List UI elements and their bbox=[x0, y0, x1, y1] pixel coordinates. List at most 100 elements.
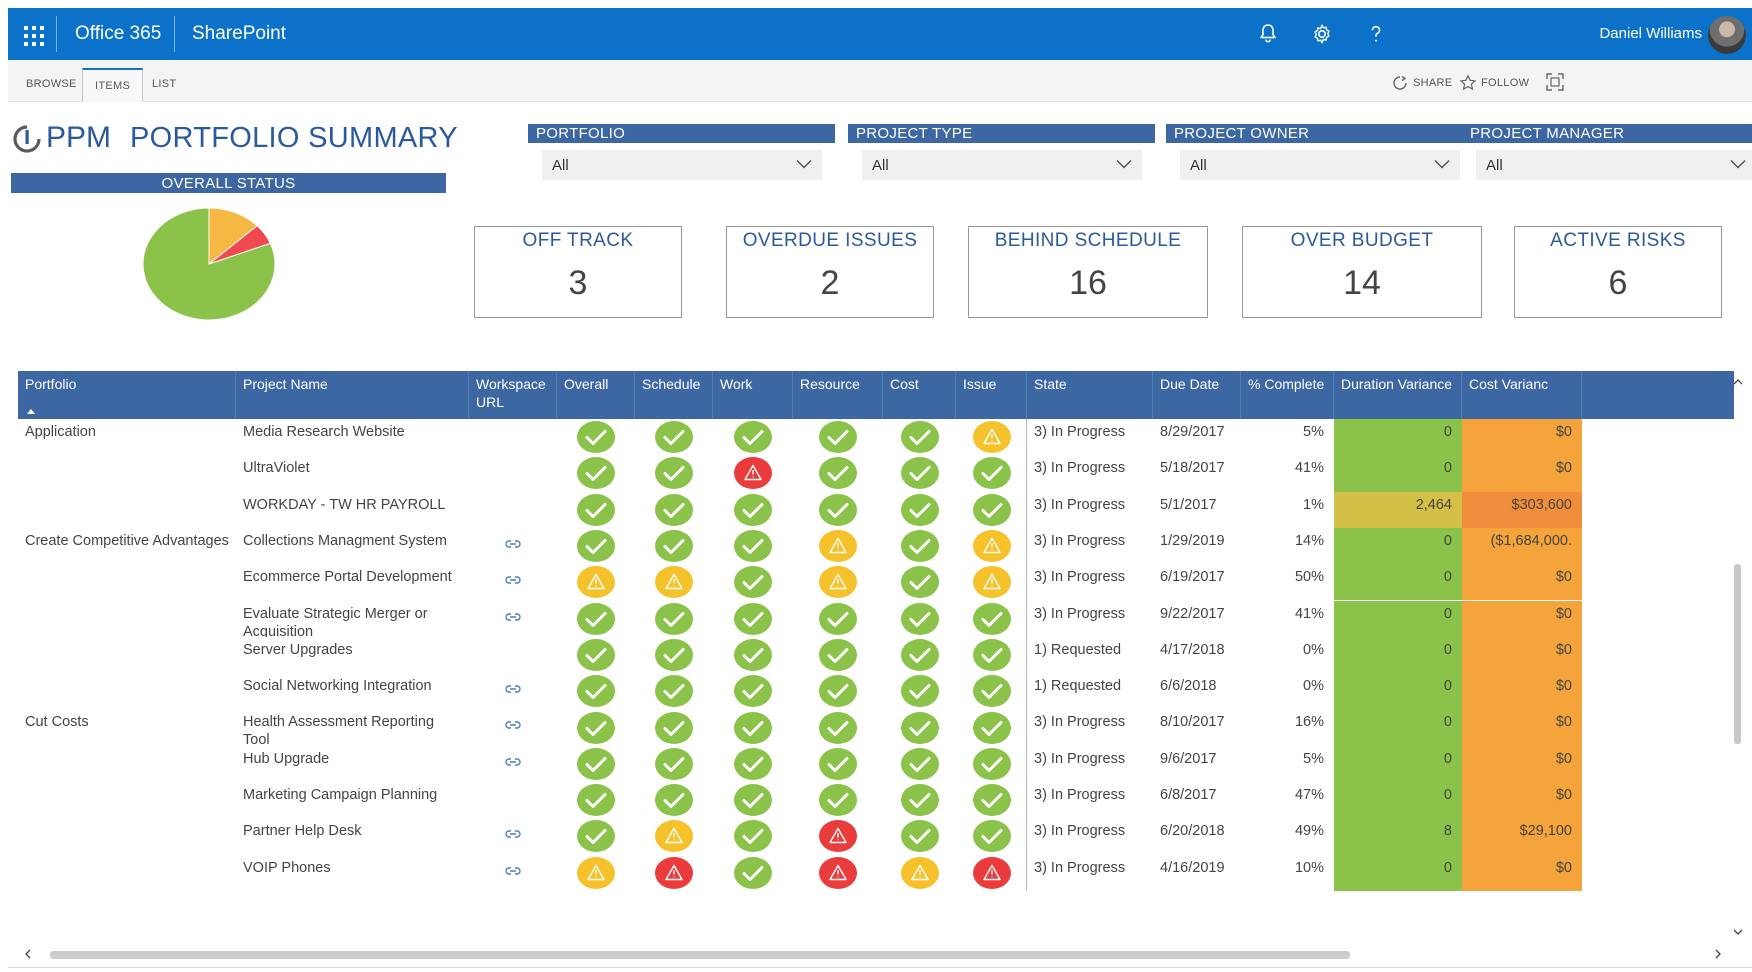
portfolio-dropdown[interactable]: All bbox=[542, 150, 822, 180]
table-row[interactable]: Marketing Campaign Planning 3) In Progres… bbox=[18, 782, 1734, 819]
check-icon bbox=[819, 602, 857, 635]
cost-variance-cell: $0 bbox=[1462, 782, 1582, 819]
due-date-cell: 6/6/2018 bbox=[1160, 678, 1217, 695]
column-header-issue[interactable]: Issue bbox=[956, 371, 1027, 419]
due-date-cell: 9/6/2017 bbox=[1160, 750, 1217, 767]
chevron-down-icon bbox=[1116, 159, 1132, 169]
project-name-cell[interactable]: WORKDAY - TW HR PAYROLL bbox=[243, 496, 446, 513]
vertical-scrollbar[interactable] bbox=[1730, 378, 1746, 938]
table-row[interactable]: UltraViolet 3) In Progress 5/18/2017 41% 0 $0 bbox=[18, 455, 1734, 492]
project-type-dropdown[interactable]: All bbox=[862, 150, 1142, 180]
project-name-cell[interactable]: Evaluate Strategic Merger or Acquisition bbox=[243, 605, 428, 637]
office365-link[interactable]: Office 365 bbox=[75, 23, 162, 44]
sharepoint-link[interactable]: SharePoint bbox=[192, 23, 287, 44]
table-row[interactable]: Hub Upgrade 3) In Progress 9/6/2017 5% 0 $0 bbox=[18, 745, 1734, 782]
project-name-cell[interactable]: Hub Upgrade bbox=[243, 750, 330, 767]
share-icon[interactable] bbox=[1392, 75, 1408, 91]
check-icon bbox=[734, 530, 772, 563]
link-icon[interactable] bbox=[504, 574, 522, 586]
gear-icon[interactable] bbox=[1310, 22, 1334, 46]
table-row[interactable]: Server Upgrades 1) Requested 4/17/2018 0% 0 $… bbox=[18, 636, 1734, 674]
share-button[interactable]: SHARE bbox=[1413, 77, 1453, 89]
link-icon[interactable] bbox=[504, 538, 522, 550]
scroll-left-icon[interactable] bbox=[24, 949, 32, 959]
kpi-label: OVERDUE ISSUES bbox=[742, 230, 918, 251]
table-row[interactable]: VOIP Phones 3) In Progress 4/16/2019 10% 0 $0 bbox=[18, 854, 1734, 891]
kpi-behind-schedule[interactable]: BEHIND SCHEDULE 16 bbox=[968, 226, 1208, 318]
bell-icon[interactable] bbox=[1256, 22, 1280, 46]
column-header-state[interactable]: State bbox=[1027, 371, 1153, 419]
column-header-resource[interactable]: Resource bbox=[793, 371, 883, 419]
app-launcher-icon[interactable] bbox=[8, 8, 56, 60]
project-name-cell[interactable]: Health Assessment Reporting Tool bbox=[243, 714, 435, 746]
resource-status-cell bbox=[793, 746, 883, 782]
table-row[interactable]: Evaluate Strategic Merger or Acquisition… bbox=[18, 600, 1734, 637]
due-date-cell: 1/29/2019 bbox=[1160, 532, 1225, 549]
issue-status-cell bbox=[956, 564, 1027, 600]
focus-mode-icon[interactable] bbox=[1546, 73, 1564, 91]
project-name-cell[interactable]: Server Upgrades bbox=[243, 641, 353, 658]
work-status-cell bbox=[713, 637, 793, 673]
link-icon[interactable] bbox=[504, 756, 522, 768]
column-header-portfolio[interactable]: Portfolio bbox=[18, 371, 236, 419]
scroll-down-icon[interactable] bbox=[1733, 928, 1743, 936]
check-icon bbox=[900, 530, 939, 563]
column-header-cost-variance[interactable]: Cost Varianc bbox=[1462, 371, 1582, 419]
avatar[interactable] bbox=[1708, 16, 1746, 54]
check-icon bbox=[734, 638, 772, 671]
workspace-url-cell bbox=[469, 673, 557, 709]
tab-browse[interactable]: BROWSE bbox=[26, 78, 77, 90]
column-header-overall[interactable]: Overall bbox=[557, 371, 635, 419]
kpi-overdue-issues[interactable]: OVERDUE ISSUES 2 bbox=[726, 226, 934, 318]
link-icon[interactable] bbox=[504, 719, 522, 731]
scroll-right-icon[interactable] bbox=[1714, 949, 1722, 959]
scrollbar-thumb[interactable] bbox=[1734, 564, 1741, 744]
sort-ascending-icon[interactable] bbox=[27, 409, 35, 414]
link-icon[interactable] bbox=[504, 683, 522, 695]
project-name-cell[interactable]: Partner Help Desk bbox=[243, 823, 362, 840]
project-owner-dropdown[interactable]: All bbox=[1180, 150, 1460, 180]
alert-icon bbox=[819, 820, 857, 853]
table-row[interactable]: Application Media Research Website 3) In P… bbox=[18, 419, 1734, 456]
table-row[interactable]: Cut Costs Health Assessment Reporting Too… bbox=[18, 709, 1734, 746]
kpi-active-risks[interactable]: ACTIVE RISKS 6 bbox=[1514, 226, 1722, 318]
help-icon[interactable] bbox=[1364, 22, 1388, 46]
scroll-up-icon[interactable] bbox=[1733, 378, 1743, 386]
star-icon[interactable] bbox=[1459, 74, 1477, 92]
table-row[interactable]: Social Networking Integration 1) Requeste… bbox=[18, 673, 1734, 710]
column-header-cost[interactable]: Cost bbox=[883, 371, 956, 419]
project-name-cell[interactable]: Media Research Website bbox=[243, 424, 405, 440]
column-header-schedule[interactable]: Schedule bbox=[635, 371, 713, 419]
table-row[interactable]: Create Competitive Advantages Collections… bbox=[18, 527, 1734, 565]
column-header-workspace-url[interactable]: Workspace URL bbox=[469, 371, 557, 419]
issue-status-cell bbox=[956, 709, 1027, 745]
column-header-percent-complete[interactable]: % Complete bbox=[1241, 371, 1334, 419]
column-header-project-name[interactable]: Project Name bbox=[236, 371, 469, 419]
table-row[interactable]: WORKDAY - TW HR PAYROLL 3) In Progress 5/1… bbox=[18, 491, 1734, 528]
project-name-cell[interactable]: UltraViolet bbox=[243, 460, 310, 477]
project-name-cell[interactable]: Social Networking Integration bbox=[243, 678, 432, 695]
column-header-due-date[interactable]: Due Date bbox=[1153, 371, 1241, 419]
tab-items[interactable]: ITEMS bbox=[82, 68, 144, 102]
follow-button[interactable]: FOLLOW bbox=[1481, 77, 1530, 89]
tab-list[interactable]: LIST bbox=[152, 78, 177, 90]
column-header-duration-variance[interactable]: Duration Variance bbox=[1334, 371, 1462, 419]
kpi-over-budget[interactable]: OVER BUDGET 14 bbox=[1242, 226, 1482, 318]
link-icon[interactable] bbox=[504, 828, 522, 840]
project-name-cell[interactable]: Collections Managment System bbox=[243, 532, 447, 549]
warning-icon bbox=[972, 530, 1011, 563]
table-row[interactable]: Ecommerce Portal Development 3) In Progre… bbox=[18, 564, 1734, 601]
project-name-cell[interactable]: VOIP Phones bbox=[243, 859, 331, 876]
alert-icon bbox=[734, 457, 772, 490]
project-name-cell[interactable]: Marketing Campaign Planning bbox=[243, 787, 438, 803]
project-name-cell[interactable]: Ecommerce Portal Development bbox=[243, 569, 452, 586]
scrollbar-thumb[interactable] bbox=[50, 951, 1350, 959]
column-header-work[interactable]: Work bbox=[713, 371, 793, 419]
horizontal-scrollbar[interactable] bbox=[24, 945, 1730, 961]
project-manager-dropdown[interactable]: All bbox=[1476, 150, 1752, 180]
user-name[interactable]: Daniel Williams bbox=[1599, 25, 1702, 42]
kpi-off-track[interactable]: OFF TRACK 3 bbox=[474, 226, 682, 318]
link-icon[interactable] bbox=[504, 611, 522, 623]
link-icon[interactable] bbox=[504, 865, 522, 877]
table-row[interactable]: Partner Help Desk 3) In Progress 6/20/2018… bbox=[18, 818, 1734, 855]
